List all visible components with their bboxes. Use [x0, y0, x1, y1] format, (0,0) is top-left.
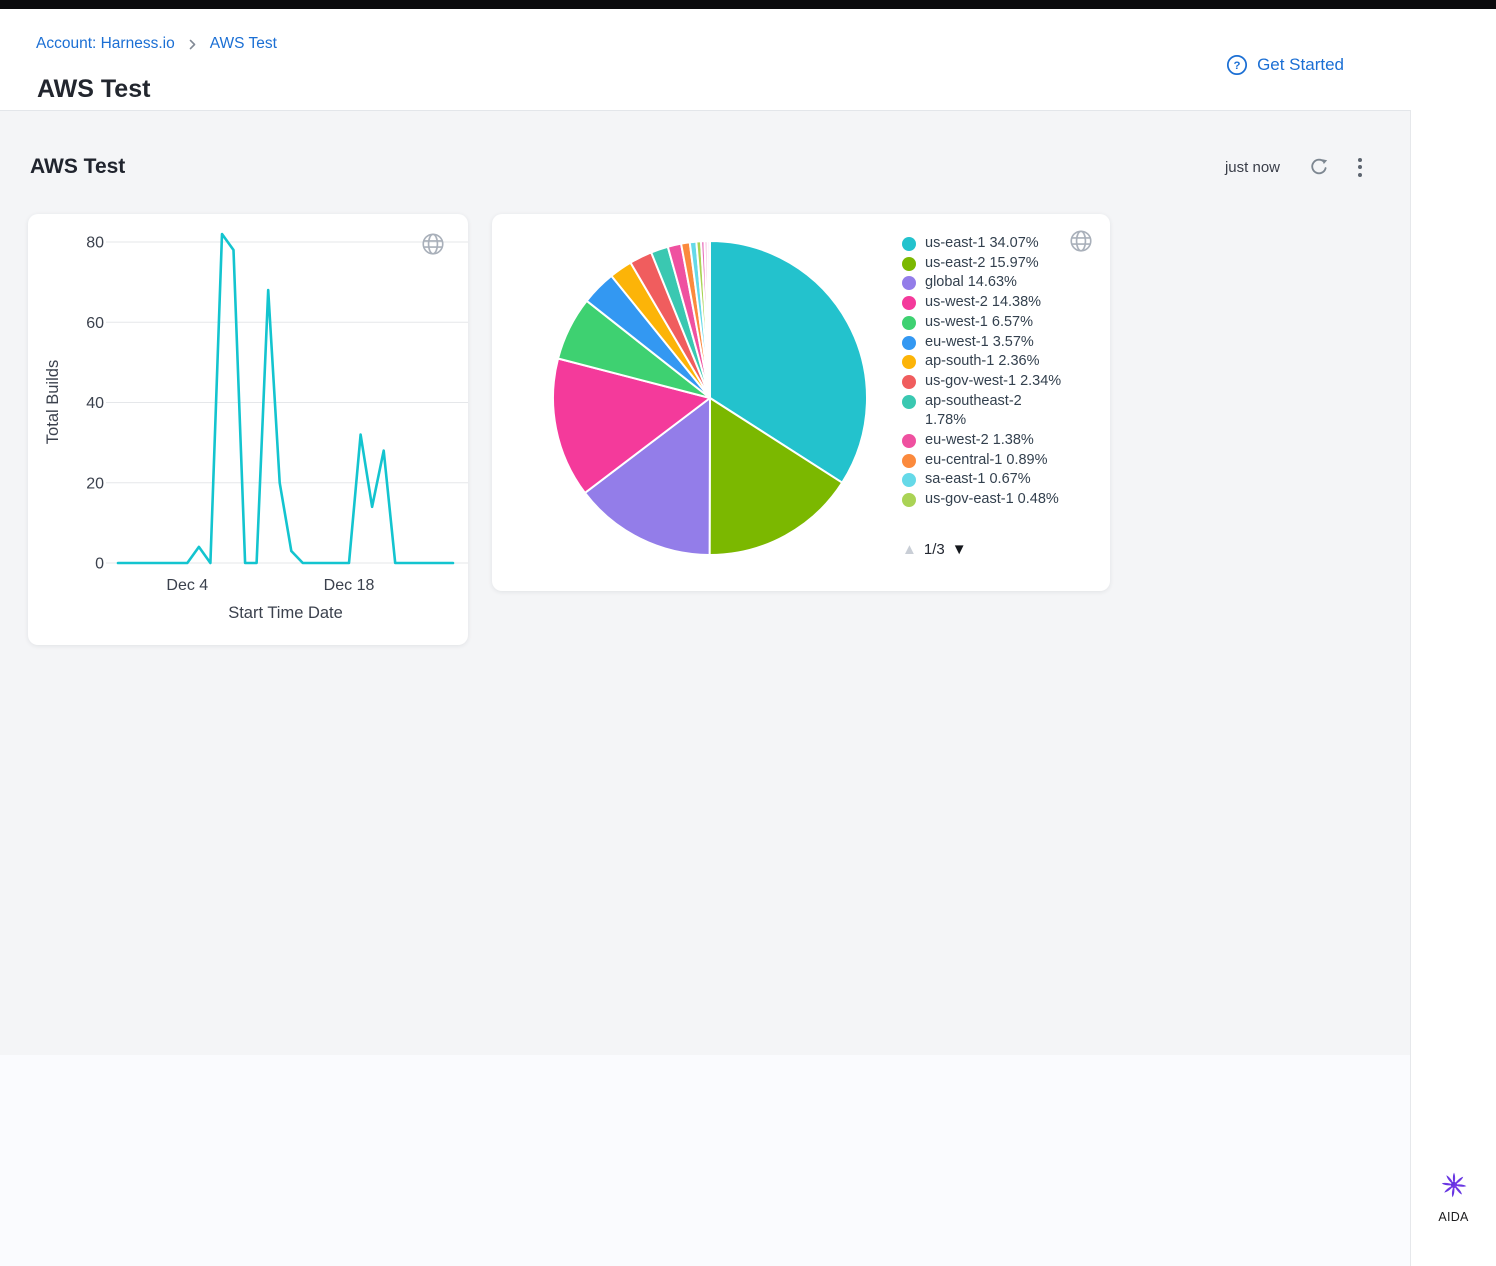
- total-builds-line: [116, 232, 455, 565]
- svg-text:20: 20: [86, 475, 104, 492]
- window-top-bar: [0, 0, 1496, 9]
- total-builds-line-chart[interactable]: 0 20 40 60 80 Dec 4 Dec 18 Start Time Date Total…: [28, 214, 481, 645]
- legend-label: eu-west-1 3.57%: [925, 333, 1034, 350]
- refresh-button[interactable]: [1308, 156, 1330, 178]
- pie-slice-us-west-2[interactable]: [552, 357, 711, 494]
- pie-legend: us-east-1 34.07% us-east-2 15.97% global 1…: [902, 234, 1080, 510]
- chevron-right-icon: [186, 38, 199, 51]
- region-pie-chart-card: us-east-1 34.07% us-east-2 15.97% global 1…: [492, 214, 1110, 591]
- dashboard-title: AWS Test: [30, 155, 126, 178]
- legend-swatch: [902, 434, 916, 449]
- refresh-group: just now: [1225, 156, 1362, 178]
- lower-background: [0, 1055, 1410, 1266]
- aida-label: AIDA: [1438, 1210, 1469, 1224]
- legend-swatch: [902, 315, 916, 330]
- legend-page-indicator: 1/3: [923, 541, 945, 558]
- legend-label: eu-central-1 0.89%: [925, 451, 1048, 468]
- legend-page-up-button[interactable]: ▲: [902, 541, 917, 558]
- legend-item-ap-south-1[interactable]: ap-south-1 2.36%: [902, 352, 1080, 372]
- legend-item-us-east-1[interactable]: us-east-1 34.07%: [902, 234, 1080, 254]
- get-started-label: Get Started: [1257, 55, 1344, 74]
- body-row: AWS Test just now 0 20 40 60 80 De: [0, 110, 1496, 1266]
- svg-text:Start Time Date: Start Time Date: [228, 604, 343, 622]
- legend-label: us-gov-east-1 0.48%: [925, 491, 1059, 508]
- page-title: AWS Test: [37, 75, 151, 103]
- legend-item-global[interactable]: global 14.63%: [902, 273, 1080, 293]
- refresh-timestamp: just now: [1224, 158, 1280, 176]
- legend-swatch: [902, 355, 916, 370]
- dashboard-region: AWS Test just now 0 20 40 60 80 De: [0, 110, 1410, 1266]
- legend-item-ap-southeast-2[interactable]: ap-southeast-2 1.78%: [902, 392, 1080, 431]
- region-pie-chart[interactable]: [492, 214, 1110, 591]
- globe-icon: [1068, 228, 1094, 259]
- legend-swatch: [902, 394, 916, 409]
- legend-swatch: [902, 493, 916, 508]
- legend-label: us-east-2 15.97%: [925, 254, 1039, 271]
- legend-label: ap-southeast-2 1.78%: [925, 392, 1022, 429]
- right-rail: AIDA: [1410, 110, 1496, 1266]
- pie-slice-us-east-2[interactable]: [708, 397, 844, 557]
- legend-swatch: [902, 296, 916, 311]
- total-builds-chart-card: 0 20 40 60 80 Dec 4 Dec 18 Start Time Date Total…: [28, 214, 481, 645]
- legend-label: us-east-1 34.07%: [925, 235, 1039, 251]
- svg-text:60: 60: [86, 315, 104, 332]
- svg-text:80: 80: [86, 235, 104, 252]
- svg-text:Dec 4: Dec 4: [166, 577, 208, 594]
- question-circle-icon: ?: [1226, 54, 1248, 76]
- legend-item-us-west-1[interactable]: us-west-1 6.57%: [902, 313, 1080, 333]
- legend-item-us-east-2[interactable]: us-east-2 15.97%: [902, 254, 1080, 274]
- svg-text:?: ?: [1234, 60, 1241, 72]
- svg-text:Dec 18: Dec 18: [324, 577, 375, 594]
- page-header: Account: Harness.io AWS Test AWS Test ? …: [0, 9, 1496, 110]
- legend-swatch: [902, 374, 916, 389]
- legend-swatch: [902, 473, 916, 488]
- legend-pagination: ▲ 1/3 ▼: [902, 541, 967, 558]
- pie-slice-other[interactable]: [706, 239, 711, 399]
- legend-label: global 14.63%: [925, 274, 1017, 291]
- legend-item-us-west-2[interactable]: us-west-2 14.38%: [902, 293, 1080, 313]
- aida-flower-icon: [1436, 1167, 1472, 1203]
- app-window: Account: Harness.io AWS Test AWS Test ? …: [0, 9, 1496, 1266]
- legend-item-us-gov-east-1[interactable]: us-gov-east-1 0.48%: [902, 490, 1080, 510]
- legend-item-us-gov-west-1[interactable]: us-gov-west-1 2.34%: [902, 372, 1080, 392]
- legend-label: eu-west-2 1.38%: [925, 432, 1034, 449]
- legend-swatch: [902, 276, 916, 291]
- dashboard-header: AWS Test just now: [0, 147, 1410, 187]
- legend-swatch: [902, 335, 916, 350]
- legend-item-eu-west-2[interactable]: eu-west-2 1.38%: [902, 431, 1080, 451]
- pie-slice-global[interactable]: [583, 397, 711, 556]
- breadcrumb: Account: Harness.io AWS Test: [36, 35, 277, 53]
- legend-label: ap-south-1 2.36%: [925, 353, 1040, 370]
- legend-label: sa-east-1 0.67%: [925, 471, 1031, 488]
- svg-text:Total Builds: Total Builds: [44, 360, 62, 444]
- legend-page-down-button[interactable]: ▼: [951, 541, 967, 558]
- legend-label: us-west-1 6.57%: [925, 313, 1033, 330]
- legend-swatch: [902, 453, 916, 468]
- legend-label: us-west-2 14.38%: [925, 294, 1042, 311]
- legend-item-eu-west-1[interactable]: eu-west-1 3.57%: [902, 333, 1080, 353]
- svg-text:40: 40: [86, 395, 104, 412]
- globe-icon: [420, 231, 446, 262]
- legend-swatch: [902, 237, 916, 251]
- legend-label: us-gov-west-1 2.34%: [925, 372, 1062, 389]
- legend-item-eu-central-1[interactable]: eu-central-1 0.89%: [902, 451, 1080, 471]
- legend-item-sa-east-1[interactable]: sa-east-1 0.67%: [902, 470, 1080, 490]
- svg-text:0: 0: [95, 556, 104, 573]
- legend-swatch: [902, 256, 916, 271]
- get-started-link[interactable]: ? Get Started: [1226, 54, 1344, 76]
- aida-button[interactable]: AIDA: [1411, 1167, 1496, 1224]
- breadcrumb-current-link[interactable]: AWS Test: [209, 35, 277, 52]
- kebab-menu-icon: [1358, 157, 1362, 177]
- breadcrumb-account-link[interactable]: Account: Harness.io: [36, 35, 175, 52]
- kebab-menu-button[interactable]: [1358, 157, 1362, 177]
